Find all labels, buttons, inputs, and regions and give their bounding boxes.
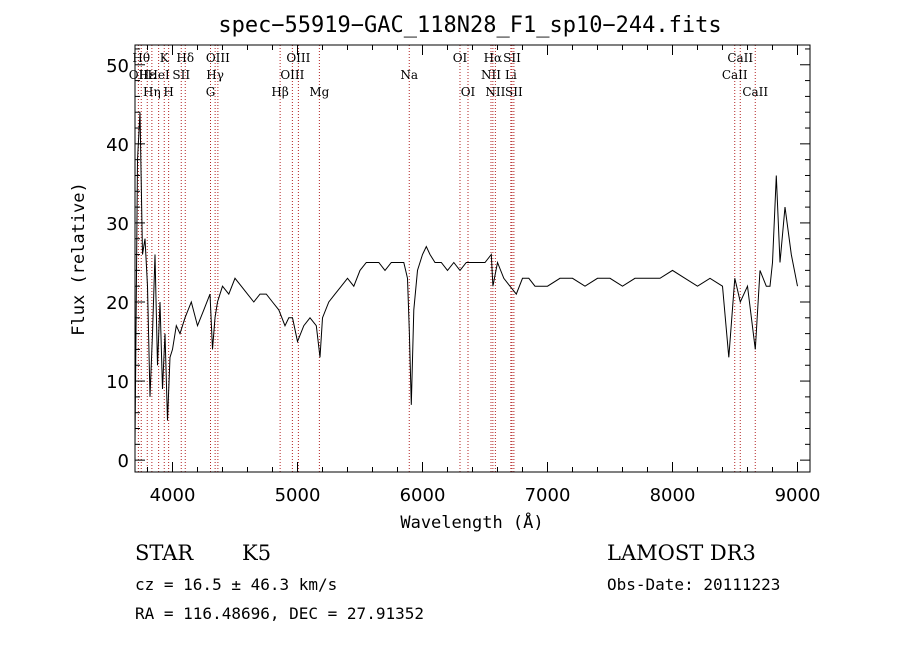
y-axis-ticks: 0 10 20 30 40 50 <box>106 48 810 472</box>
line-label-14: OIII <box>286 51 310 65</box>
coordinates: RA = 116.48696, DEC = 27.91352 <box>135 604 424 623</box>
object-class: STAR <box>135 541 194 565</box>
line-label-4: HeI <box>147 68 170 82</box>
line-label-8: Hδ <box>176 51 194 65</box>
x-axis-label: Wavelength (Å) <box>400 511 543 533</box>
line-label-1: Hθ <box>132 51 150 65</box>
y-tick-label-0: 0 <box>118 451 129 472</box>
line-label-21: NII <box>485 85 505 99</box>
line-label-10: Hγ <box>206 68 224 82</box>
spectral-line-markers <box>137 45 756 472</box>
redshift-velocity: cz = 16.5 ± 46.3 km/s <box>135 575 338 594</box>
line-label-0: OII <box>129 68 149 82</box>
chart-title: spec−55919−GAC_118N28_F1_sp10−244.fits <box>218 13 721 38</box>
x-tick-label-0: 4000 <box>150 485 196 506</box>
line-label-11: OIII <box>206 51 230 65</box>
y-axis-label: Flux (relative) <box>69 182 89 336</box>
x-axis-ticks: 4000 5000 6000 7000 8000 9000 <box>147 45 821 506</box>
y-tick-label-1: 10 <box>106 372 129 393</box>
line-label-27: CaII <box>742 85 768 99</box>
line-label-12: Hβ <box>271 85 288 99</box>
line-label-5: K <box>160 51 170 65</box>
line-label-6: H <box>163 85 173 99</box>
object-subclass: K5 <box>242 541 272 565</box>
x-tick-label-4: 8000 <box>650 485 696 506</box>
y-tick-label-4: 40 <box>106 135 129 156</box>
line-label-18: OI <box>461 85 476 99</box>
x-tick-label-5: 9000 <box>775 485 821 506</box>
y-tick-label-5: 50 <box>106 56 129 77</box>
line-label-16: Na <box>400 68 418 82</box>
line-label-9: G <box>206 85 216 99</box>
survey-name: LAMOST DR3 <box>607 541 756 565</box>
line-label-23: SII <box>503 51 521 65</box>
line-label-22: Li <box>505 68 517 82</box>
line-label-19: NII <box>481 68 501 82</box>
line-label-17: OI <box>453 51 468 65</box>
line-label-25: CaII <box>722 68 748 82</box>
line-label-15: Mg <box>309 85 329 99</box>
flux-series-line <box>134 112 798 445</box>
observation-date: Obs-Date: 20111223 <box>607 575 781 594</box>
line-label-13: OIII <box>280 68 304 82</box>
plot-frame <box>134 44 811 473</box>
x-tick-label-1: 5000 <box>275 485 321 506</box>
y-tick-label-2: 20 <box>106 293 129 314</box>
y-tick-label-3: 30 <box>106 214 129 235</box>
line-label-3: Hη <box>143 85 161 99</box>
line-label-20: Hα <box>484 51 503 65</box>
line-label-24: SII <box>505 85 523 99</box>
x-tick-label-3: 7000 <box>525 485 571 506</box>
line-label-26: CaII <box>727 51 753 65</box>
spectral-line-labels: OII Hθ Hε Hη HeI K H SII Hδ G Hγ OIII Hβ OIII OIII Mg Na… <box>129 51 769 99</box>
line-label-7: SII <box>172 68 190 82</box>
x-tick-label-2: 6000 <box>400 485 446 506</box>
line-label-2: Hε <box>139 68 156 82</box>
